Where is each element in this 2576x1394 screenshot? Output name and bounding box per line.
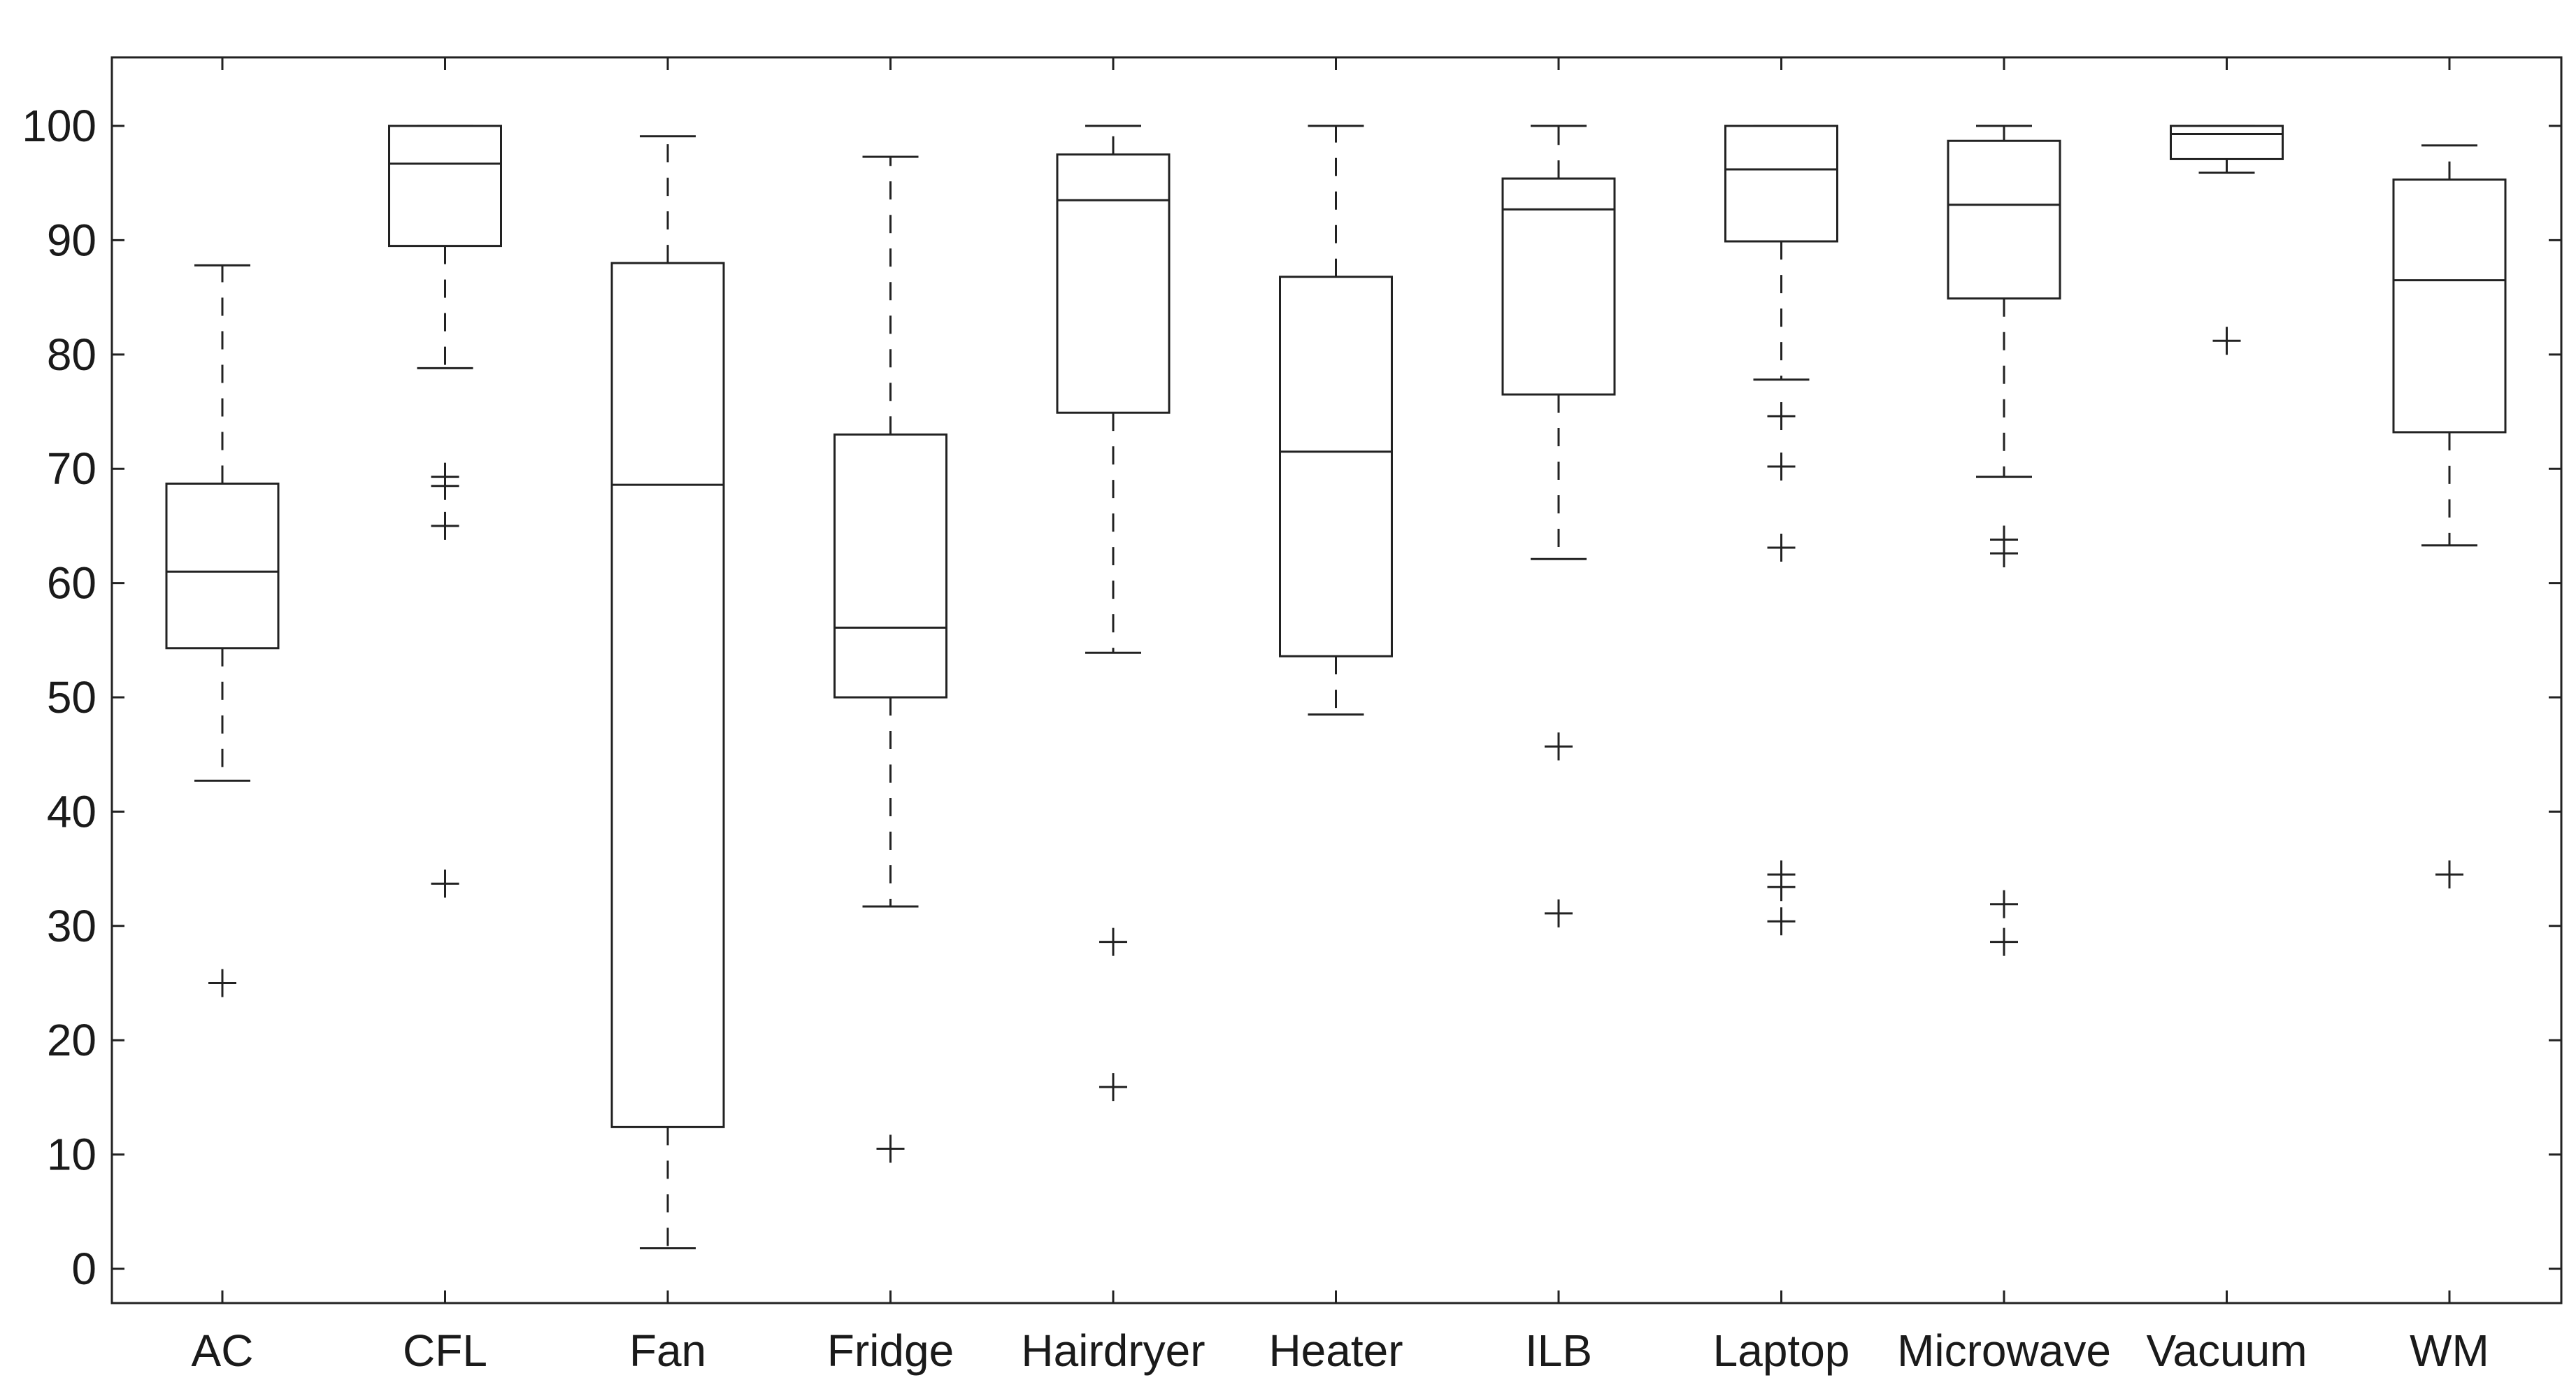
outlier-marker — [2212, 327, 2241, 355]
iqr-box — [1724, 125, 1838, 243]
y-tick-label: 50 — [47, 672, 96, 723]
y-tick-label: 80 — [47, 329, 96, 380]
iqr-box — [1056, 153, 1171, 414]
y-tick-label: 60 — [47, 558, 96, 609]
outlier-marker — [1099, 927, 1127, 956]
outlier-marker — [431, 869, 459, 898]
outlier-marker — [431, 471, 459, 500]
y-tick-label: 100 — [22, 101, 96, 151]
outlier-marker — [208, 969, 236, 997]
outlier-marker — [1767, 907, 1796, 936]
outlier-marker — [1767, 402, 1796, 431]
iqr-box — [1501, 177, 1616, 396]
outlier-marker — [1545, 899, 1573, 927]
x-category-label: AC — [192, 1325, 254, 1376]
outlier-marker — [1767, 873, 1796, 902]
y-tick-label: 20 — [47, 1015, 96, 1065]
outlier-marker — [1767, 452, 1796, 481]
y-tick-label: 30 — [47, 901, 96, 951]
x-category-label: WM — [2410, 1325, 2489, 1376]
outlier-marker — [1767, 533, 1796, 562]
x-category-label: Heater — [1268, 1325, 1403, 1376]
iqr-box — [1947, 139, 2061, 300]
iqr-box — [1279, 276, 1393, 657]
outlier-marker — [1545, 732, 1573, 761]
iqr-box — [2392, 178, 2507, 434]
iqr-box — [833, 433, 947, 699]
iqr-box — [610, 262, 725, 1128]
y-tick-label: 40 — [47, 786, 96, 837]
iqr-box — [2170, 125, 2284, 160]
x-category-label: Fridge — [827, 1325, 954, 1376]
y-tick-label: 10 — [47, 1130, 96, 1180]
iqr-box — [388, 125, 502, 248]
iqr-box — [165, 482, 280, 650]
x-category-label: Microwave — [1897, 1325, 2111, 1376]
outlier-marker — [2435, 860, 2463, 889]
outlier-marker — [1990, 890, 2018, 918]
x-category-label: Hairdryer — [1021, 1325, 1205, 1376]
x-category-label: CFL — [403, 1325, 487, 1376]
outlier-marker — [876, 1135, 905, 1163]
outlier-marker — [431, 511, 459, 540]
y-tick-label: 70 — [47, 443, 96, 494]
y-tick-label: 90 — [47, 215, 96, 265]
y-tick-label: 0 — [71, 1244, 96, 1294]
x-category-label: ILB — [1525, 1325, 1592, 1376]
outlier-marker — [1099, 1073, 1127, 1102]
x-category-label: Laptop — [1713, 1325, 1850, 1376]
x-category-label: Vacuum — [2146, 1325, 2307, 1376]
outlier-marker — [1990, 539, 2018, 568]
plot-frame — [110, 56, 2563, 1304]
x-category-label: Fan — [629, 1325, 706, 1376]
outlier-marker — [1990, 927, 2018, 956]
